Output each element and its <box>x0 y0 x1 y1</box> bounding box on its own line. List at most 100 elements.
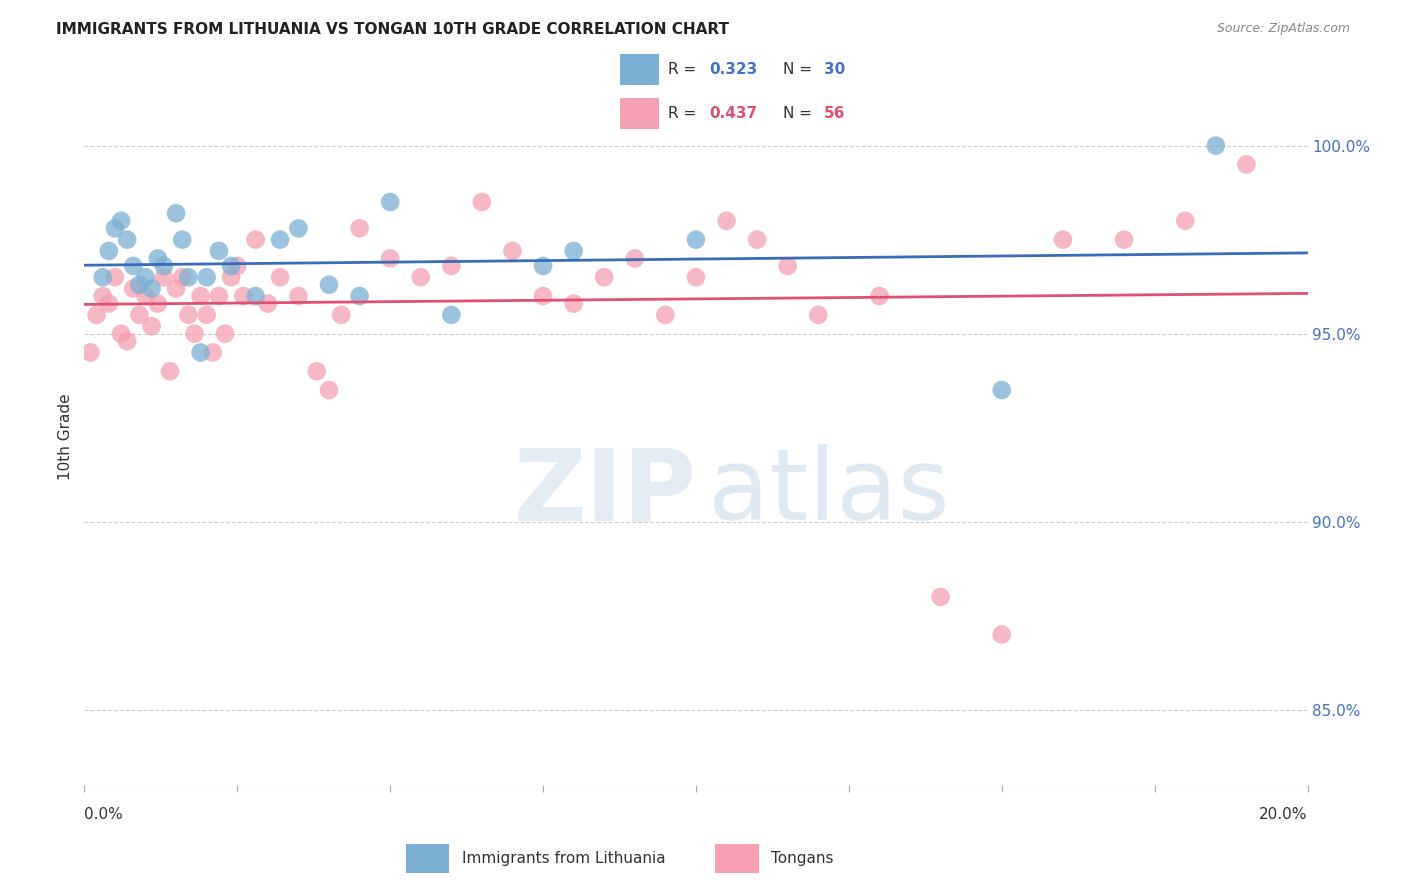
Point <box>214 326 236 341</box>
Point <box>208 289 231 303</box>
Point <box>624 252 647 266</box>
Point <box>91 289 114 303</box>
Point <box>190 345 212 359</box>
Point <box>330 308 353 322</box>
Point <box>380 252 402 266</box>
Point <box>562 296 585 310</box>
Point <box>97 244 120 258</box>
Text: 20.0%: 20.0% <box>1260 807 1308 822</box>
Point <box>929 590 952 604</box>
Point <box>991 383 1014 397</box>
Text: 0.437: 0.437 <box>709 106 758 121</box>
Bar <box>620 54 659 85</box>
Point <box>562 244 585 258</box>
Point <box>685 270 707 285</box>
Point <box>97 296 120 310</box>
Point <box>1174 214 1197 228</box>
Point <box>146 252 169 266</box>
Point <box>190 289 212 303</box>
Point <box>172 270 194 285</box>
Text: Tongans: Tongans <box>770 851 834 866</box>
Point <box>141 319 163 334</box>
Point <box>776 259 799 273</box>
Point <box>110 326 132 341</box>
Bar <box>406 844 450 873</box>
Text: atlas: atlas <box>709 444 950 541</box>
Point <box>245 233 267 247</box>
Point <box>869 289 891 303</box>
Point <box>128 308 150 322</box>
Point <box>91 270 114 285</box>
Point <box>146 296 169 310</box>
Point <box>195 270 218 285</box>
Point <box>159 364 181 378</box>
Point <box>135 270 157 285</box>
Point <box>269 270 291 285</box>
Point <box>128 277 150 292</box>
Point <box>1114 233 1136 247</box>
Point <box>287 221 309 235</box>
Point <box>219 259 242 273</box>
Point <box>531 289 554 303</box>
Point <box>747 233 769 247</box>
Point <box>409 270 432 285</box>
Text: ZIP: ZIP <box>513 444 696 541</box>
Point <box>122 259 145 273</box>
Point <box>1052 233 1074 247</box>
Point <box>380 194 402 209</box>
Point <box>257 296 280 310</box>
Point <box>86 308 108 322</box>
Text: Source: ZipAtlas.com: Source: ZipAtlas.com <box>1216 22 1350 36</box>
Point <box>177 270 200 285</box>
Point <box>172 233 194 247</box>
Point <box>135 289 157 303</box>
Point <box>305 364 328 378</box>
Point <box>654 308 676 322</box>
Point <box>1236 157 1258 171</box>
Point <box>201 345 224 359</box>
Point <box>115 334 138 348</box>
Bar <box>620 98 659 129</box>
Point <box>245 289 267 303</box>
Text: 0.323: 0.323 <box>709 62 758 77</box>
Point <box>593 270 616 285</box>
Point <box>531 259 554 273</box>
Point <box>104 221 127 235</box>
Point <box>226 259 249 273</box>
Point <box>110 214 132 228</box>
Y-axis label: 10th Grade: 10th Grade <box>58 393 73 481</box>
Text: N =: N = <box>783 62 817 77</box>
Text: 56: 56 <box>824 106 845 121</box>
Point <box>104 270 127 285</box>
Point <box>502 244 524 258</box>
Point <box>122 281 145 295</box>
Point <box>349 289 371 303</box>
Point <box>685 233 707 247</box>
Point <box>79 345 101 359</box>
Text: R =: R = <box>668 62 700 77</box>
Text: Immigrants from Lithuania: Immigrants from Lithuania <box>461 851 665 866</box>
Point <box>195 308 218 322</box>
Point <box>471 194 494 209</box>
Text: 30: 30 <box>824 62 845 77</box>
Text: 0.0%: 0.0% <box>84 807 124 822</box>
Point <box>991 627 1014 641</box>
Point <box>219 270 242 285</box>
Text: N =: N = <box>783 106 817 121</box>
Text: R =: R = <box>668 106 700 121</box>
Point <box>807 308 830 322</box>
Point <box>115 233 138 247</box>
Bar <box>716 844 759 873</box>
Point <box>287 289 309 303</box>
Point <box>440 259 463 273</box>
Point <box>440 308 463 322</box>
Point <box>153 270 176 285</box>
Point <box>153 259 176 273</box>
Point <box>165 281 187 295</box>
Point <box>269 233 291 247</box>
Point <box>165 206 187 220</box>
Point <box>232 289 254 303</box>
Point <box>349 221 371 235</box>
Point <box>1205 138 1227 153</box>
Point <box>716 214 738 228</box>
